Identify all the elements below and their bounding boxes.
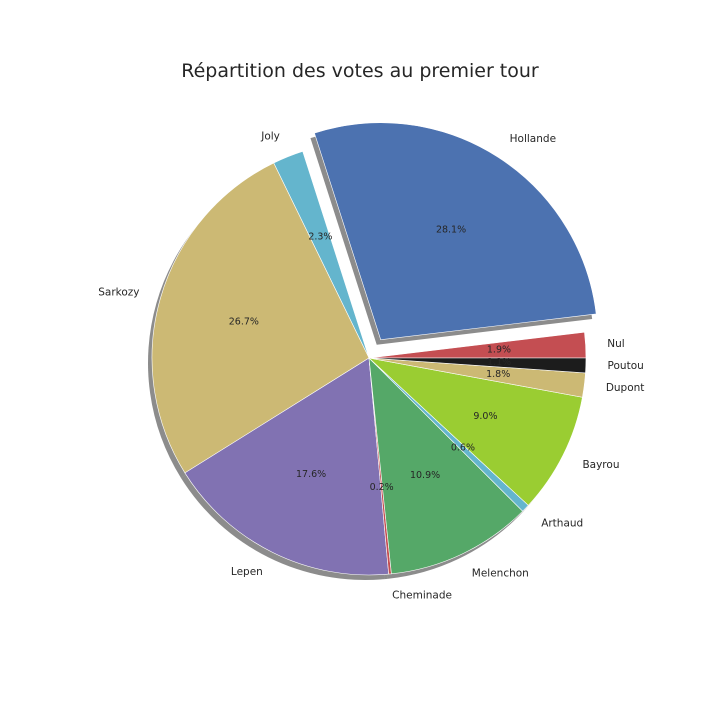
slice-percent-arthaud: 0.6% xyxy=(451,443,475,454)
slice-percent-nul: 1.9% xyxy=(487,345,511,356)
slice-label-sarkozy: Sarkozy xyxy=(98,286,139,298)
slice-percent-lepen: 17.6% xyxy=(296,469,326,480)
pie-labels: Nul 1.9% Hollande 28.1% Joly 2.3% Sarkozy 26.7%… xyxy=(98,131,644,602)
pie-slice-poutou xyxy=(368,357,587,374)
slice-label-dupont: Dupont xyxy=(606,382,645,394)
slice-percent-joly: 2.3% xyxy=(308,232,332,243)
slice-percent-hollande: 28.1% xyxy=(436,225,466,236)
slice-percent-bayrou: 9.0% xyxy=(473,411,497,422)
slice-label-melenchon: Melenchon xyxy=(472,567,529,579)
slice-percent-poutou: 1.1% xyxy=(487,357,511,368)
slice-label-joly: Joly xyxy=(260,131,280,143)
slice-label-nul: Nul xyxy=(607,338,624,350)
slice-percent-dupont: 1.8% xyxy=(486,369,510,380)
chart-title: Répartition des votes au premier tour xyxy=(181,60,539,82)
pie-slice-lepen xyxy=(184,357,390,576)
slice-percent-sarkozy: 26.7% xyxy=(229,317,259,328)
slice-label-lepen: Lepen xyxy=(231,566,263,578)
slice-percent-melenchon: 10.9% xyxy=(410,470,440,481)
slice-label-hollande: Hollande xyxy=(510,133,556,145)
slice-percent-cheminade: 0.2% xyxy=(370,482,394,493)
slice-label-bayrou: Bayrou xyxy=(582,459,619,471)
slice-label-poutou: Poutou xyxy=(608,360,644,372)
pie-slice-sarkozy xyxy=(151,162,370,474)
pie-slice-hollande xyxy=(314,122,597,341)
slice-label-arthaud: Arthaud xyxy=(541,517,583,529)
pie-slices xyxy=(151,122,597,576)
slice-label-cheminade: Cheminade xyxy=(392,590,452,602)
pie-slice-bayrou xyxy=(368,357,583,506)
pie-slice-melenchon xyxy=(368,357,524,575)
